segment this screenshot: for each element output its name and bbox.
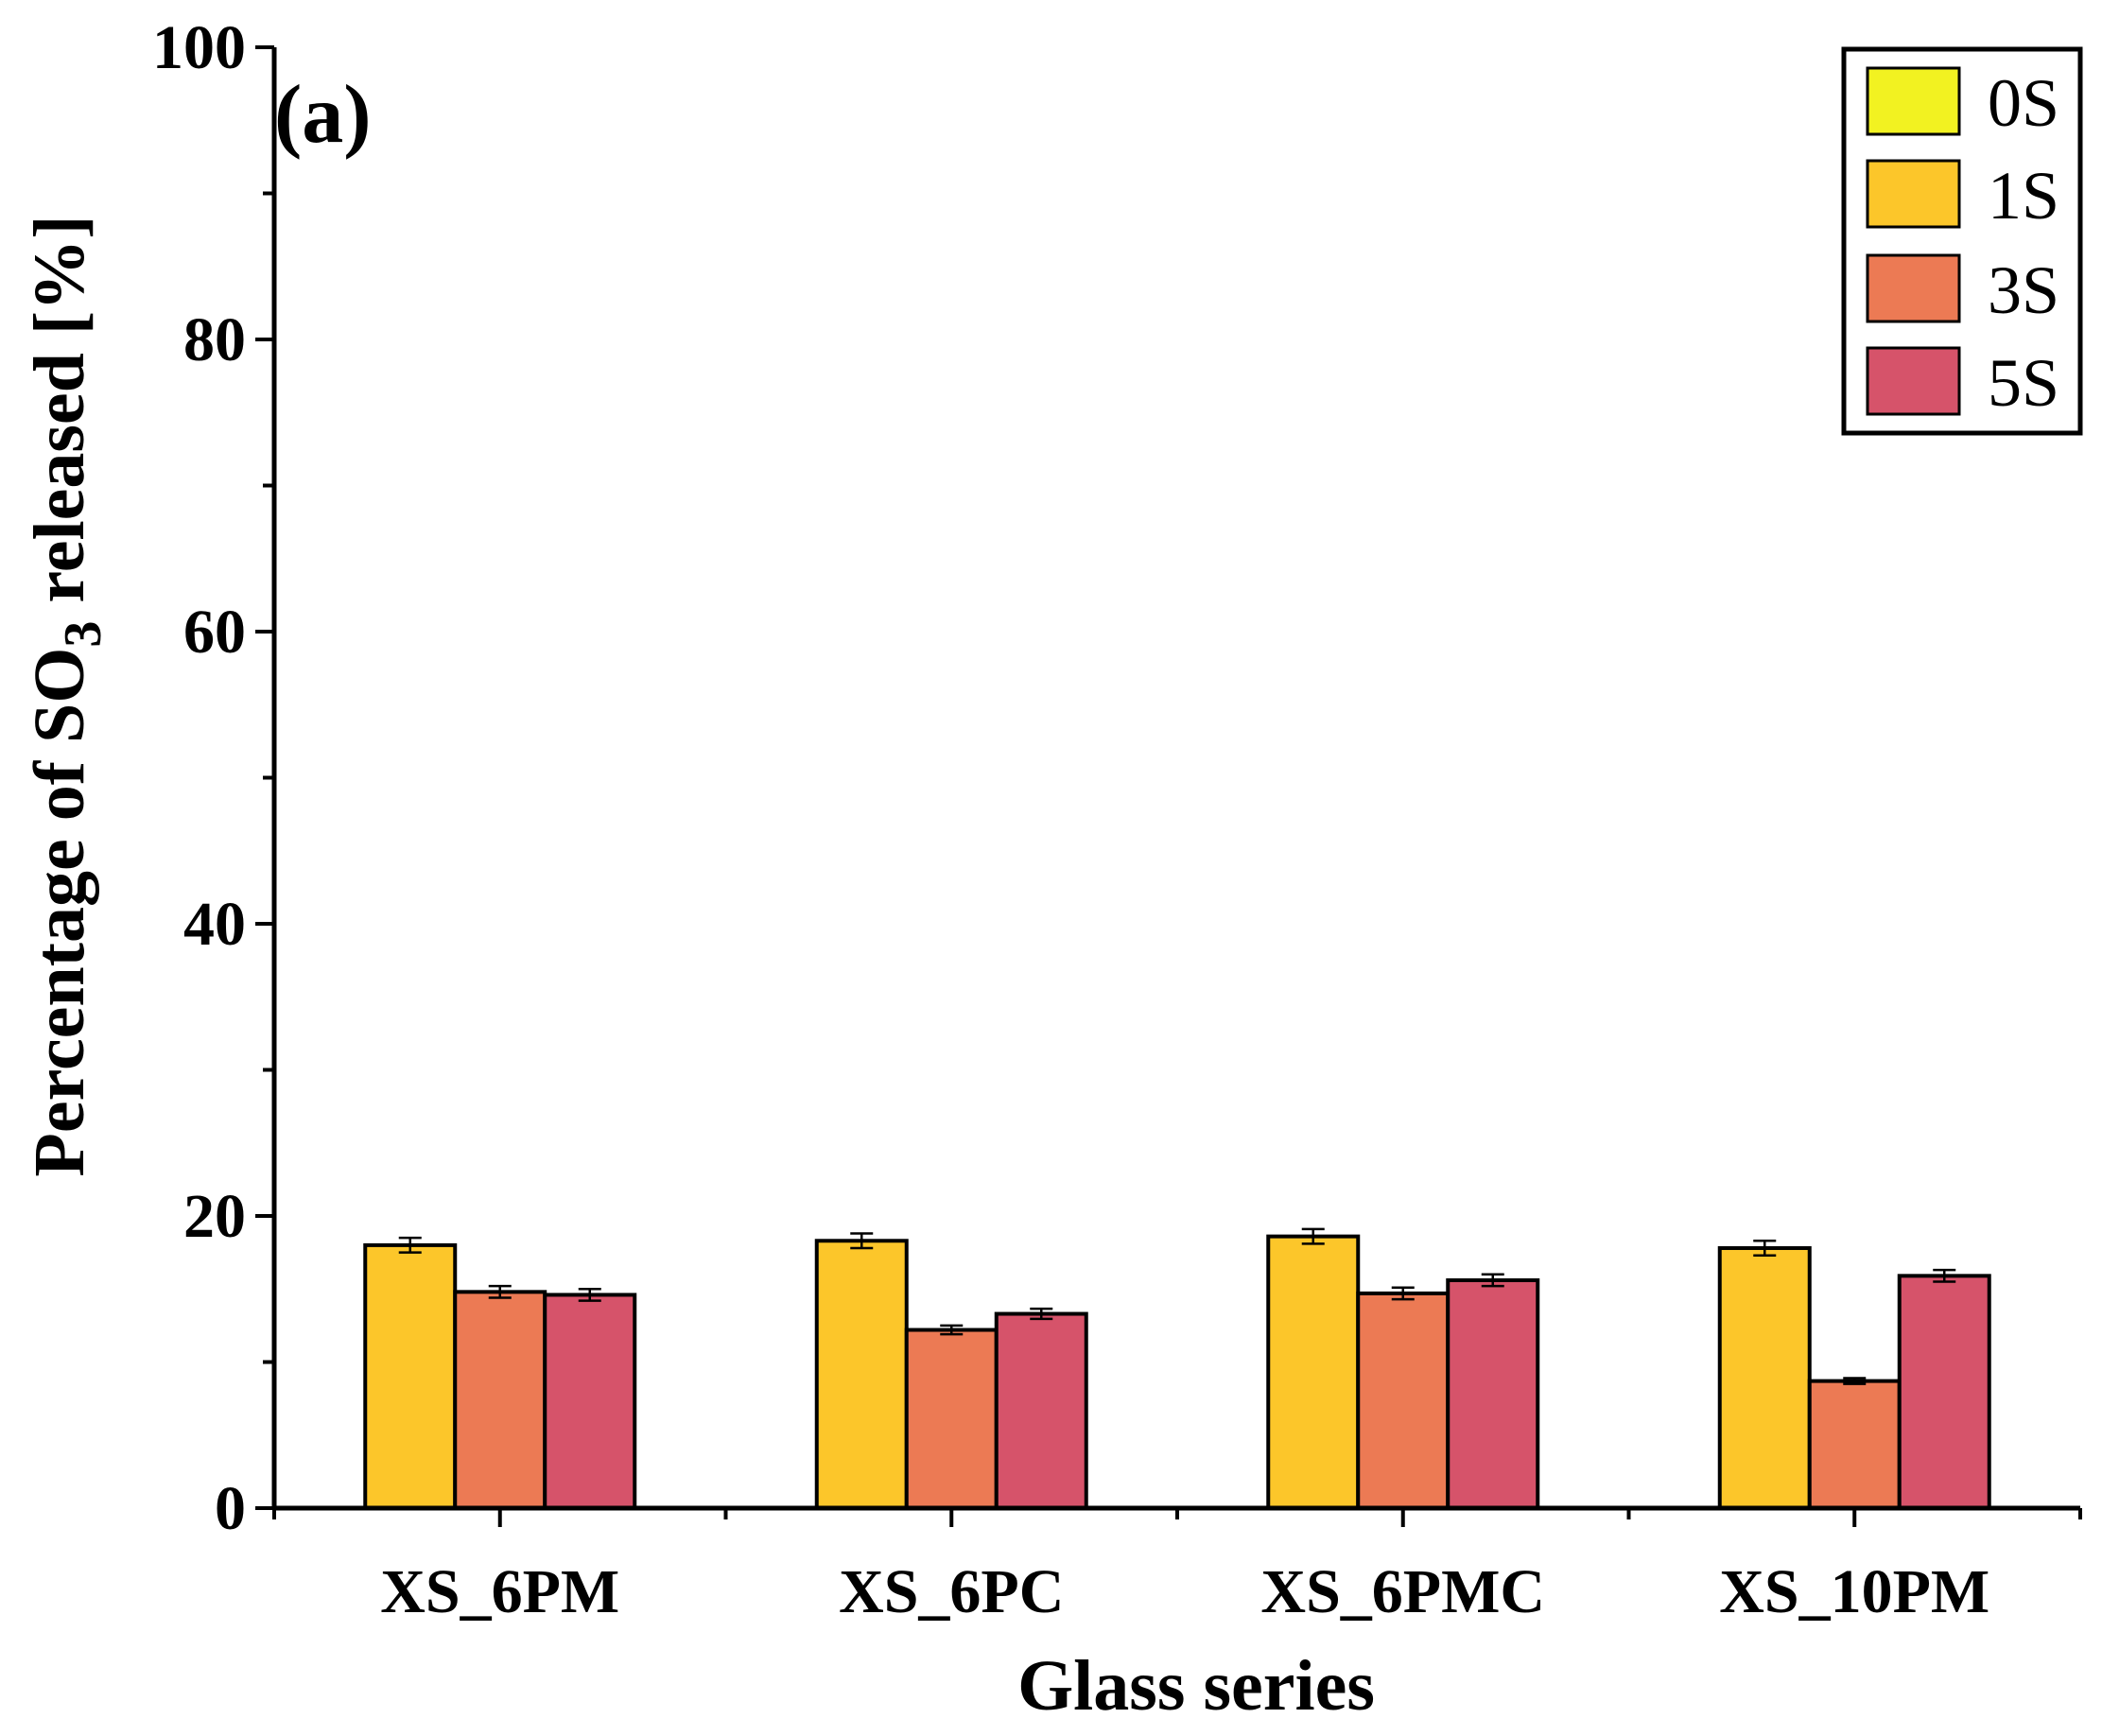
- y-tick-label-0: 0: [215, 1474, 246, 1543]
- bar-3S-XS_10PM: [1807, 1379, 1902, 1510]
- x-tick-label-XS_6PC: XS_6PC: [839, 1557, 1064, 1626]
- bar-5S-XS_6PM: [543, 1293, 637, 1511]
- bar-1S-XS_6PC: [814, 1239, 909, 1510]
- bar-5S-XS_6PC: [994, 1311, 1088, 1511]
- y-tick-label-60: 60: [183, 598, 246, 667]
- x-axis-title: Glass series: [1017, 1646, 1375, 1726]
- legend: 0S 1S 3S 5S: [1841, 46, 2083, 436]
- y-tick-label-20: 20: [183, 1182, 246, 1251]
- bar-3S-XS_6PM: [453, 1290, 547, 1510]
- x-tick-label-XS_6PMC: XS_6PMC: [1260, 1557, 1545, 1626]
- y-tick-label-100: 100: [152, 13, 246, 82]
- bar-3S-XS_6PC: [904, 1328, 999, 1511]
- panel-label: (a): [274, 69, 372, 161]
- y-tick-label-40: 40: [183, 890, 246, 959]
- bar-3S-XS_6PMC: [1356, 1291, 1451, 1511]
- bar-1S-XS_6PMC: [1266, 1234, 1361, 1510]
- legend-swatch-1S: [1866, 159, 1961, 229]
- legend-swatch-0S: [1866, 66, 1961, 136]
- legend-label-3S: 3S: [1988, 252, 2059, 328]
- y-tick-label-80: 80: [183, 305, 246, 374]
- legend-swatch-5S: [1866, 346, 1961, 416]
- bar-1S-XS_6PM: [363, 1242, 458, 1511]
- legend-label-5S: 5S: [1988, 345, 2059, 421]
- legend-label-1S: 1S: [1988, 158, 2059, 234]
- legend-swatch-3S: [1866, 253, 1961, 323]
- bar-5S-XS_10PM: [1897, 1274, 1991, 1510]
- y-axis-title: Percentage of SO3 released [%]: [20, 215, 113, 1176]
- x-tick-label-XS_6PM: XS_6PM: [380, 1557, 619, 1626]
- legend-label-0S: 0S: [1988, 65, 2059, 141]
- y-axis-title-subscript: 3: [54, 621, 113, 648]
- bar-5S-XS_6PMC: [1446, 1277, 1540, 1510]
- bar-1S-XS_10PM: [1717, 1245, 1812, 1510]
- x-tick-label-XS_10PM: XS_10PM: [1719, 1557, 1989, 1626]
